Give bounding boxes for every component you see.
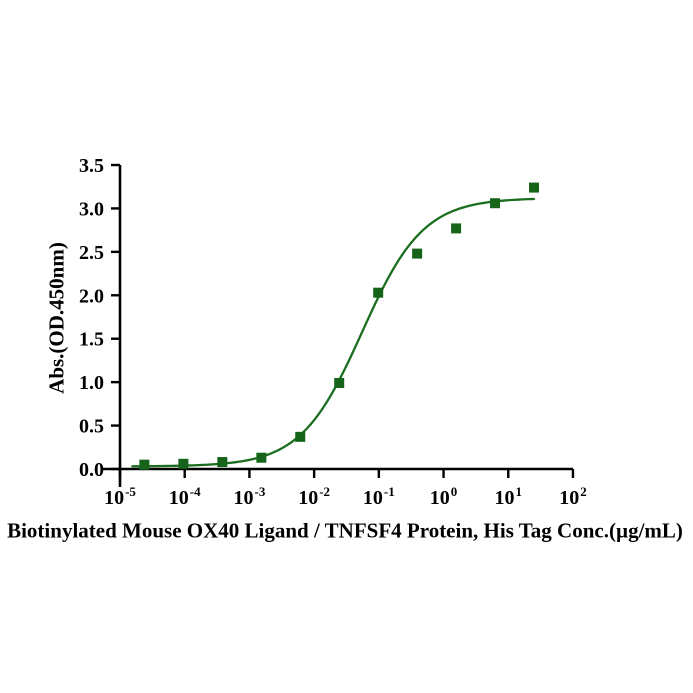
fit-curve <box>131 197 536 468</box>
y-axis-title: Abs.(OD.450nm) <box>44 242 69 394</box>
y-tick-label: 0.0 <box>79 459 104 481</box>
y-tick-label: 2.0 <box>79 285 104 307</box>
data-point-marker <box>373 287 384 298</box>
y-tick-label: 2.5 <box>79 242 104 264</box>
data-point-marker <box>529 182 540 193</box>
x-tick-label: 10-4 <box>169 484 201 509</box>
y-tick-label: 1.5 <box>79 329 104 351</box>
data-point-marker <box>451 223 462 234</box>
x-tick-label: 100 <box>430 484 458 509</box>
x-tick-label: 10-2 <box>298 484 330 509</box>
data-point-marker <box>334 378 345 389</box>
x-tick-label: 101 <box>495 484 523 509</box>
y-tick-label: 1.0 <box>79 372 104 394</box>
data-point-marker <box>178 458 189 469</box>
data-point-marker <box>490 198 501 209</box>
data-point-marker <box>295 431 306 442</box>
x-tick-label: 102 <box>559 484 587 509</box>
y-tick-label: 3.5 <box>79 155 104 177</box>
x-tick-label: 10-5 <box>104 484 136 509</box>
data-point-marker <box>412 248 423 259</box>
x-tick-label: 10-3 <box>233 484 265 509</box>
x-tick-label: 10-1 <box>363 484 395 509</box>
data-point-marker <box>256 452 267 463</box>
data-point-marker <box>217 457 228 468</box>
x-axis-title: Biotinylated Mouse OX40 Ligand / TNFSF4 … <box>7 518 683 543</box>
data-point-marker <box>139 459 150 470</box>
y-tick-label: 3.0 <box>79 198 104 220</box>
y-tick-label: 0.5 <box>79 416 104 438</box>
